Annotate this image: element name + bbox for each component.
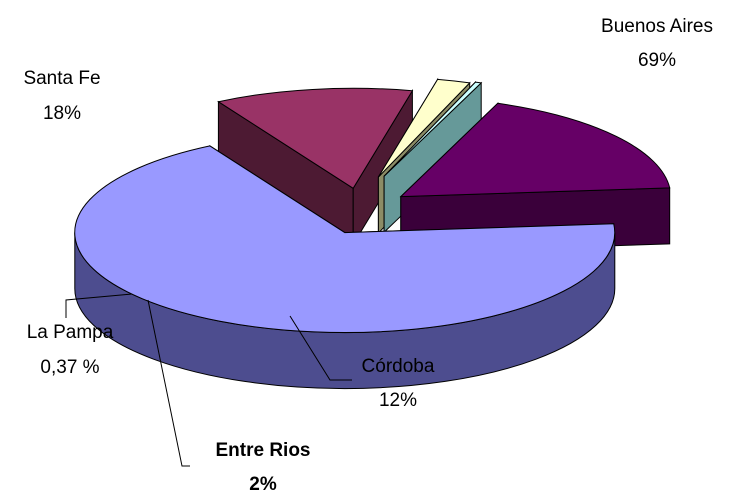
slice-top-entre-rios [377, 78, 471, 178]
value-entre-rios: 2% [249, 474, 277, 495]
leader-line-cordoba [289, 315, 352, 381]
label-cordoba: Córdoba [362, 356, 435, 377]
slice-top-c-rdoba [217, 87, 414, 189]
leader-line-la-pampa [65, 293, 133, 318]
slice-buenos-aires [74, 144, 616, 390]
pie-slices [74, 77, 671, 390]
slice-top-buenos-aires [74, 145, 616, 334]
slice-c-rdoba [217, 87, 414, 247]
leader-line-entre-rios [147, 299, 190, 467]
label-santa-fe: Santa Fe [23, 68, 100, 89]
value-la-pampa: 0,37 % [40, 357, 99, 378]
label-la-pampa: La Pampa [27, 322, 114, 343]
label-entre-rios: Entre Rios [215, 440, 310, 461]
value-cordoba: 12% [379, 390, 417, 411]
slice-top-la-pampa [383, 81, 483, 177]
leader-lines [65, 293, 352, 467]
value-santa-fe: 18% [43, 103, 81, 124]
value-buenos-aires: 69% [638, 50, 676, 71]
label-buenos-aires: Buenos Aires [601, 16, 713, 37]
slice-top-santa-fe [399, 102, 671, 198]
